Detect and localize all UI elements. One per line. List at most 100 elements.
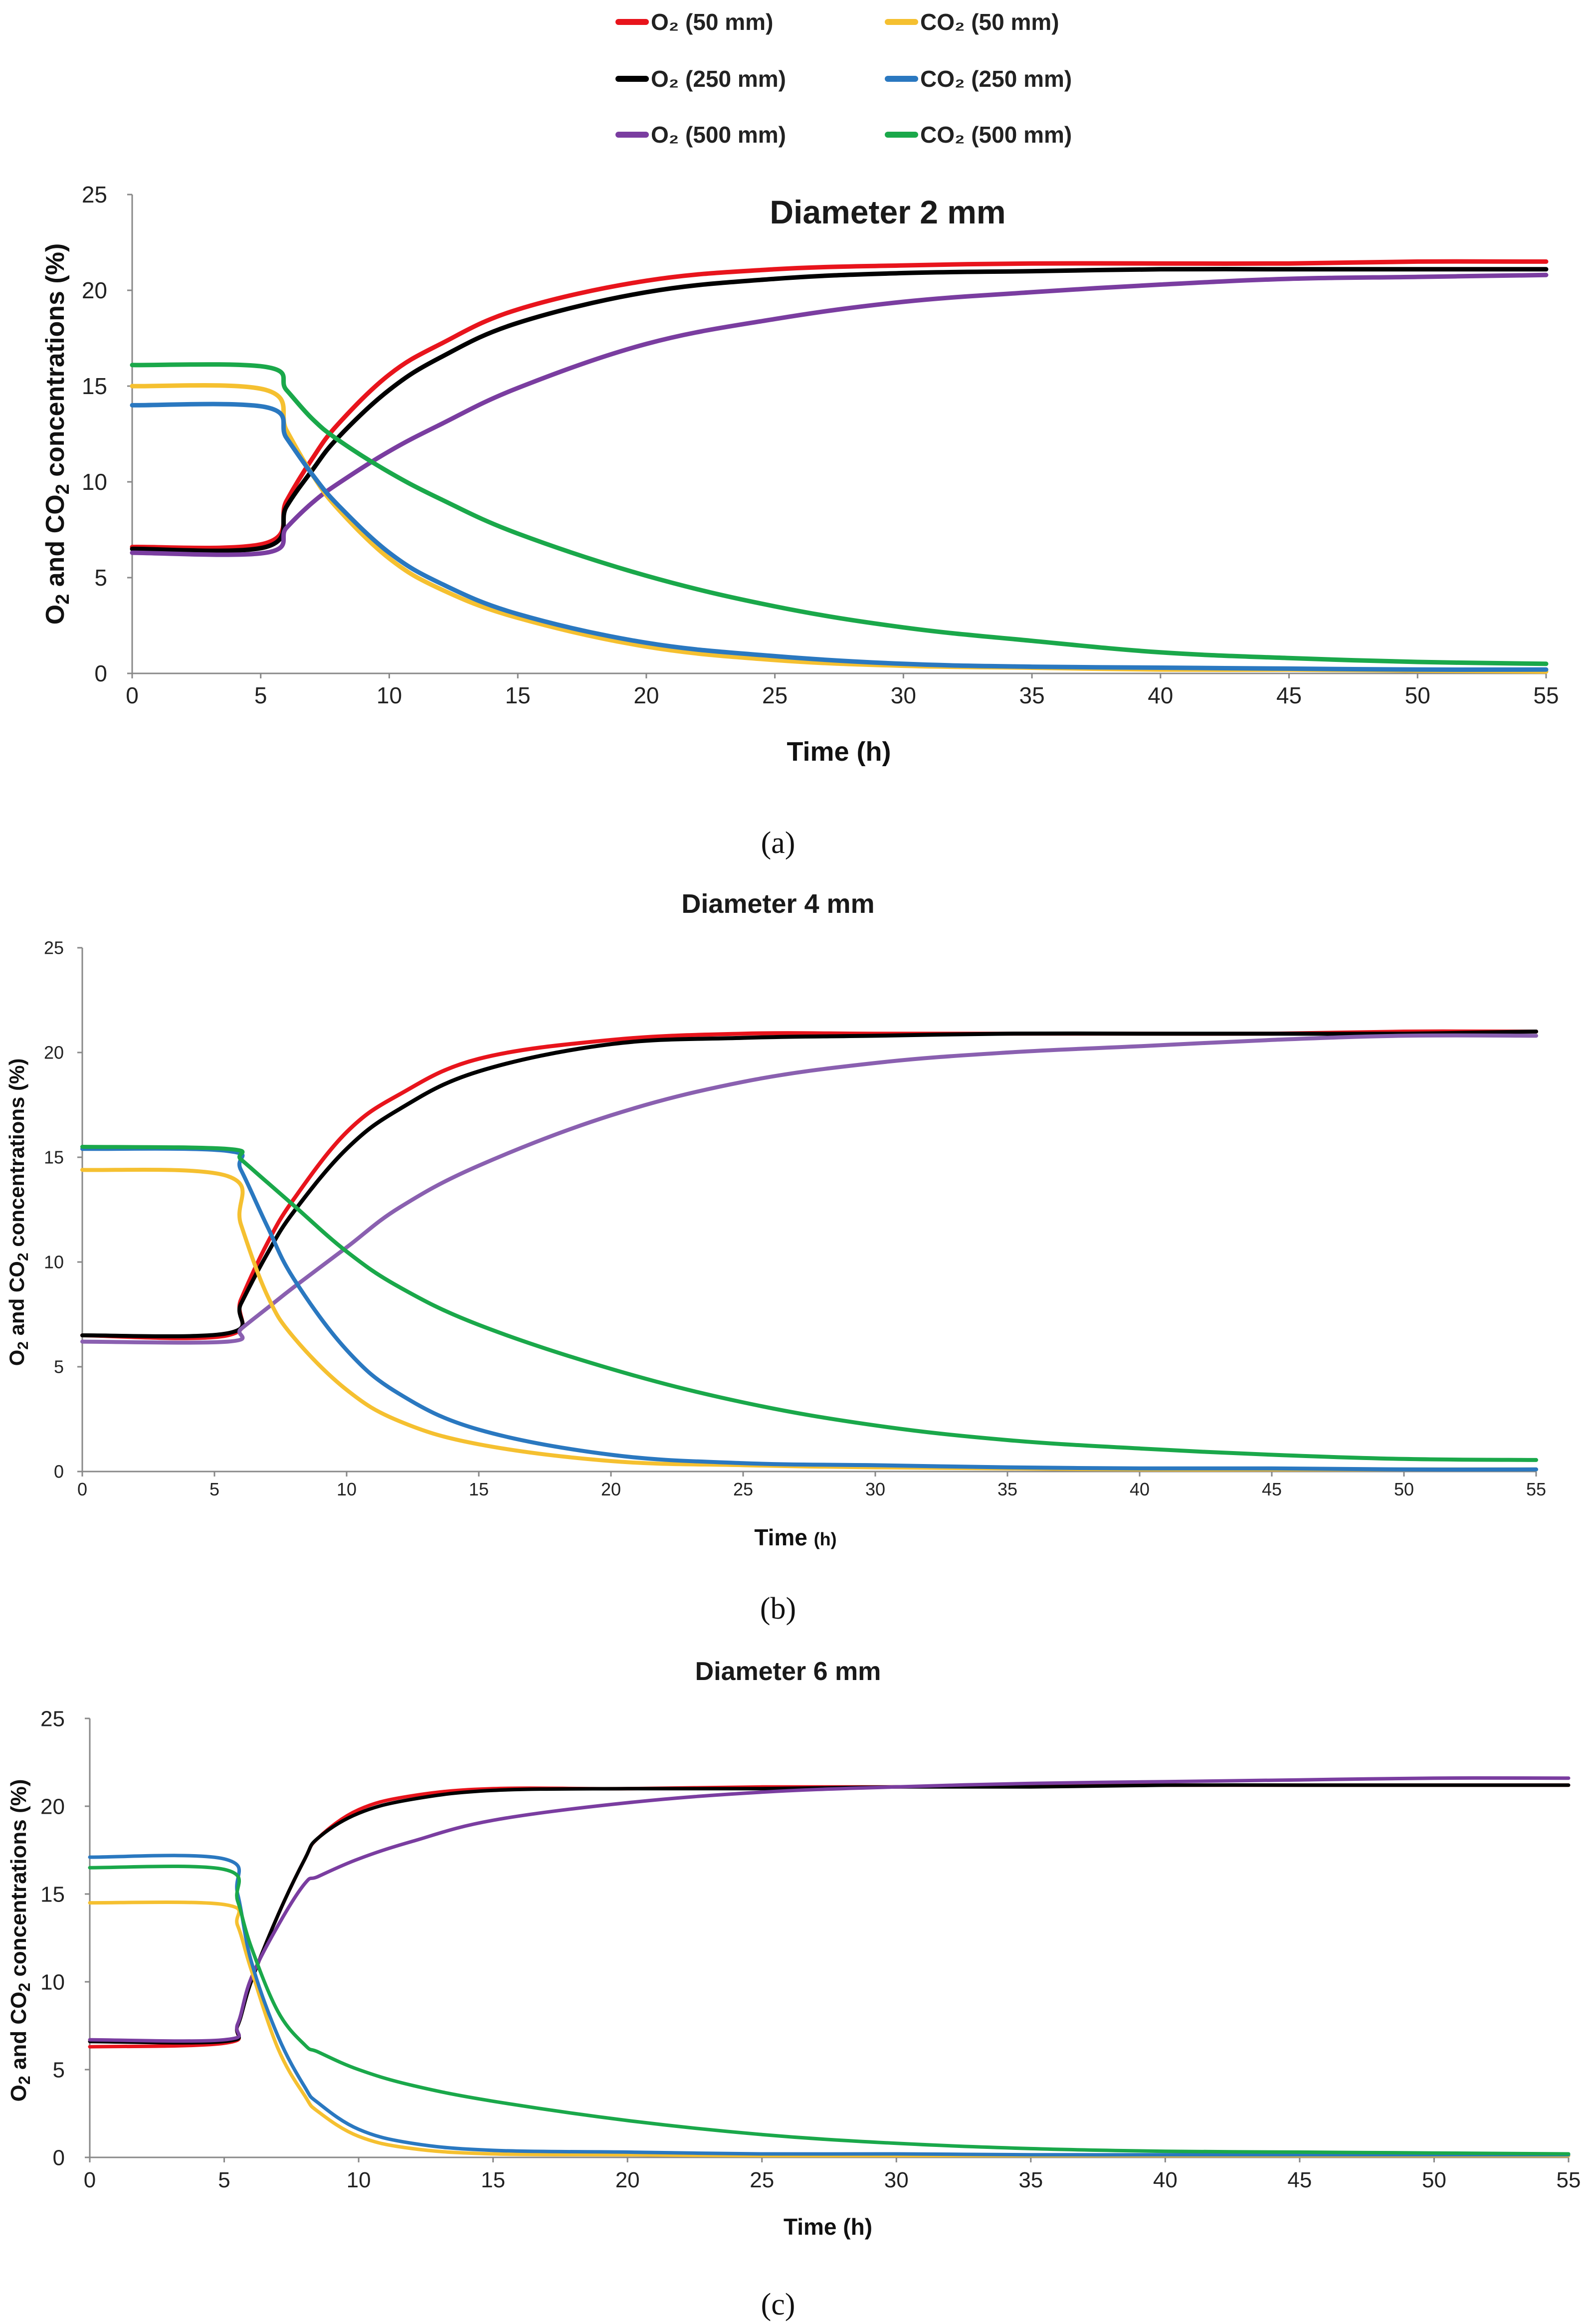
- y-tick-label: 0: [53, 2145, 65, 2170]
- legend-item-o2-250mm: O₂ (250 mm): [615, 66, 786, 92]
- x-tick-label: 35: [1018, 2168, 1043, 2192]
- legend-label: O₂ (50 mm): [651, 9, 773, 35]
- x-tick-label: 5: [209, 1479, 219, 1499]
- plot-lines: [130, 259, 1549, 674]
- y-tick-label: 5: [53, 2058, 65, 2082]
- y-tick-label: 5: [94, 565, 107, 591]
- series-line-o-500-mm: [130, 272, 1549, 557]
- x-tick-label: 10: [377, 682, 402, 708]
- x-tick-label: 15: [469, 1479, 489, 1499]
- y-ticks: 0 5 10 15 20 25: [44, 938, 82, 1482]
- y-tick-label: 0: [94, 660, 107, 686]
- y-tick-label: 10: [40, 1970, 65, 1994]
- legend-item-o2-50mm: O₂ (50 mm): [615, 9, 773, 35]
- y-tick-label: 15: [40, 1882, 65, 1906]
- panel-label: (a): [761, 826, 795, 860]
- series-line-co-250-mm: [130, 402, 1549, 672]
- y-tick-label: 20: [40, 1794, 65, 1819]
- x-tick-label: 20: [633, 682, 659, 708]
- y-ticks: 0 5 10 15 20 25: [82, 182, 132, 686]
- series-line-co-500-mm: [88, 1864, 1571, 2156]
- x-tick-label: 5: [218, 2168, 230, 2192]
- x-axis-label: Time (h): [754, 1524, 836, 1550]
- y-tick-label: 25: [82, 182, 107, 208]
- legend-label: CO₂ (250 mm): [920, 66, 1072, 92]
- y-ticks: 0 5 10 15 20 25: [40, 1706, 90, 2170]
- x-ticks: 0 5 10 15 20 25 30 35 40 45 50 55: [77, 1472, 1546, 1499]
- x-tick-label: 20: [615, 2168, 640, 2192]
- x-tick-label: 30: [884, 2168, 909, 2192]
- panel-label: (b): [760, 1592, 796, 1626]
- x-tick-label: 10: [347, 2168, 371, 2192]
- x-tick-label: 25: [733, 1479, 753, 1499]
- x-tick-label: 30: [891, 682, 916, 708]
- chart-panel-b: Diameter 4 mm 0 5 10 15 20 25 0 5 10 15 20 25 30 35 4…: [5, 889, 1546, 1626]
- x-tick-label: 50: [1405, 682, 1430, 708]
- y-tick-label: 10: [44, 1252, 64, 1272]
- chart-panel-c: Diameter 6 mm 0 5 10 15 20 25 0 5 10 15 20 25 30 35 4…: [6, 1657, 1581, 2322]
- series-line-co-250-mm: [80, 1146, 1538, 1472]
- x-tick-label: 40: [1148, 682, 1173, 708]
- chart-title: Diameter 6 mm: [695, 1657, 881, 1686]
- x-tick-label: 20: [601, 1479, 621, 1499]
- legend-item-co2-50mm: CO₂ (50 mm): [885, 9, 1059, 35]
- x-tick-label: 25: [750, 2168, 774, 2192]
- legend-label: O₂ (250 mm): [651, 66, 786, 92]
- y-tick-label: 20: [44, 1043, 64, 1063]
- chart-title: Diameter 2 mm: [770, 194, 1005, 230]
- y-axis-label: O2 and CO2 concentrations (%): [41, 243, 73, 625]
- y-tick-label: 0: [54, 1462, 64, 1482]
- series-line-o-250-mm: [130, 266, 1549, 553]
- y-tick-label: 15: [44, 1147, 64, 1168]
- x-tick-label: 45: [1287, 2168, 1312, 2192]
- x-tick-label: 0: [77, 1479, 87, 1499]
- x-tick-label: 15: [481, 2168, 505, 2192]
- y-tick-label: 5: [54, 1357, 64, 1377]
- plot-lines: [80, 1029, 1538, 1472]
- x-tick-label: 30: [865, 1479, 885, 1499]
- plot-lines: [88, 1776, 1571, 2158]
- legend: O₂ (50 mm) CO₂ (50 mm) O₂ (250 mm) CO₂ (…: [615, 9, 1072, 148]
- x-tick-label: 35: [997, 1479, 1017, 1499]
- y-tick-label: 15: [82, 373, 107, 399]
- chart-title: Diameter 4 mm: [681, 889, 874, 919]
- x-tick-label: 55: [1526, 1479, 1546, 1499]
- x-ticks: 0 5 10 15 20 25 30 35 40 45 50 55: [84, 2157, 1581, 2192]
- x-tick-label: 35: [1019, 682, 1045, 708]
- x-tick-label: 10: [337, 1479, 357, 1499]
- y-tick-label: 25: [40, 1706, 65, 1731]
- x-tick-label: 55: [1557, 2168, 1581, 2192]
- x-tick-label: 40: [1153, 2168, 1178, 2192]
- panel-label: (c): [761, 2288, 795, 2322]
- y-tick-label: 10: [82, 469, 107, 495]
- x-tick-label: 0: [84, 2168, 96, 2192]
- x-tick-label: 40: [1130, 1479, 1150, 1499]
- y-tick-label: 20: [82, 277, 107, 303]
- x-tick-label: 50: [1394, 1479, 1414, 1499]
- x-axis-label: Time (h): [784, 2214, 872, 2240]
- series-line-co-500-mm: [130, 362, 1549, 666]
- legend-item-co2-500mm: CO₂ (500 mm): [885, 122, 1072, 148]
- legend-label: CO₂ (50 mm): [920, 9, 1059, 35]
- series-line-o-500-mm: [80, 1033, 1538, 1345]
- legend-label: O₂ (500 mm): [651, 122, 786, 148]
- x-tick-label: 25: [762, 682, 788, 708]
- series-line-co-250-mm: [88, 1854, 1571, 2157]
- x-tick-label: 5: [254, 682, 267, 708]
- x-tick-label: 0: [126, 682, 139, 708]
- x-tick-label: 45: [1276, 682, 1302, 708]
- x-tick-label: 45: [1262, 1479, 1282, 1499]
- y-axis-label: O2 and CO2 concentrations (%): [5, 1058, 31, 1366]
- series-line-co-500-mm: [80, 1145, 1538, 1462]
- x-tick-label: 50: [1422, 2168, 1446, 2192]
- y-axis-label: O2 and CO2 concentrations (%): [6, 1779, 33, 2102]
- x-ticks: 0 5 10 15 20 25 30 35 40 45 50 55: [126, 673, 1559, 708]
- x-tick-label: 55: [1533, 682, 1559, 708]
- chart-panel-a: Diameter 2 mm 0 5 10 15 20 25 0 5 10 15 20 25 30 35 4…: [41, 182, 1559, 860]
- legend-item-co2-250mm: CO₂ (250 mm): [885, 66, 1072, 92]
- legend-label: CO₂ (500 mm): [920, 122, 1072, 148]
- x-axis-label: Time (h): [787, 737, 891, 767]
- y-tick-label: 25: [44, 938, 64, 958]
- x-tick-label: 15: [505, 682, 531, 708]
